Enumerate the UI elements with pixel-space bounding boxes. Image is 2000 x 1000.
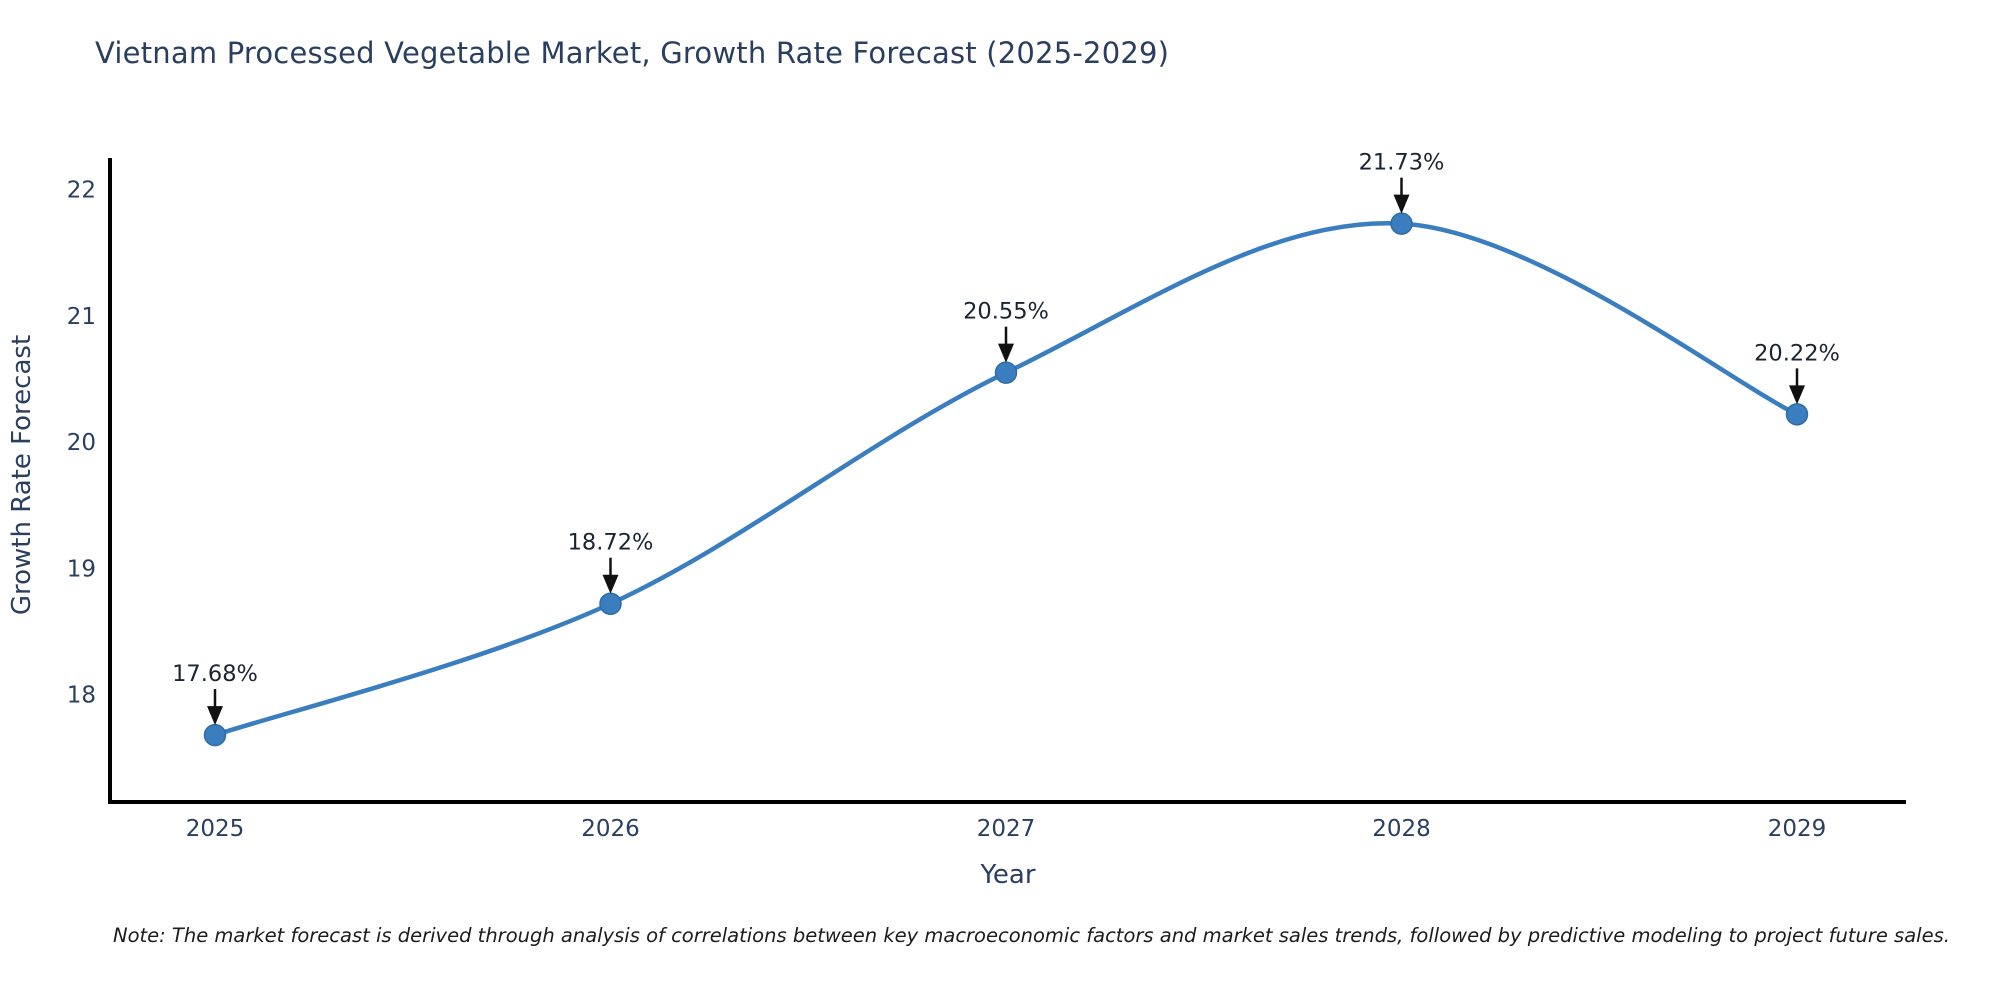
annotation-arrow-head — [1789, 385, 1805, 405]
y-axis-title: Growth Rate Forecast — [7, 334, 37, 616]
annotation-arrow-head — [1393, 194, 1410, 214]
annotation-arrow-head — [602, 574, 619, 594]
data-point-label: 20.22% — [1754, 340, 1840, 366]
x-tick-label: 2027 — [977, 816, 1036, 842]
x-axis-title: Year — [980, 860, 1036, 890]
data-point-label: 20.55% — [963, 299, 1049, 325]
axis-spine — [108, 158, 1906, 804]
data-point-label: 18.72% — [568, 530, 654, 556]
data-point-label: 17.68% — [172, 661, 258, 687]
y-tick-label: 19 — [67, 556, 96, 582]
x-tick-label: 2025 — [186, 816, 245, 842]
annotation-arrow-head — [998, 343, 1014, 363]
data-point-marker — [203, 723, 227, 747]
footnote: Note: The market forecast is derived thr… — [113, 924, 1950, 947]
chart-title: Vietnam Processed Vegetable Market, Grow… — [95, 36, 1170, 70]
data-point-marker — [599, 592, 622, 615]
y-tick-label: 22 — [67, 178, 96, 204]
y-tick-label: 21 — [67, 304, 96, 330]
data-point-marker — [994, 361, 1018, 384]
x-tick-label: 2029 — [1768, 816, 1827, 842]
y-tick-label: 20 — [67, 430, 96, 456]
data-point-marker — [1785, 403, 1809, 426]
annotation-arrow-head — [207, 706, 223, 726]
data-point-label: 21.73% — [1359, 150, 1445, 176]
x-tick-label: 2026 — [581, 816, 640, 842]
y-tick-label: 18 — [67, 683, 96, 709]
data-point-marker — [1390, 212, 1413, 235]
x-tick-label: 2028 — [1372, 816, 1431, 842]
